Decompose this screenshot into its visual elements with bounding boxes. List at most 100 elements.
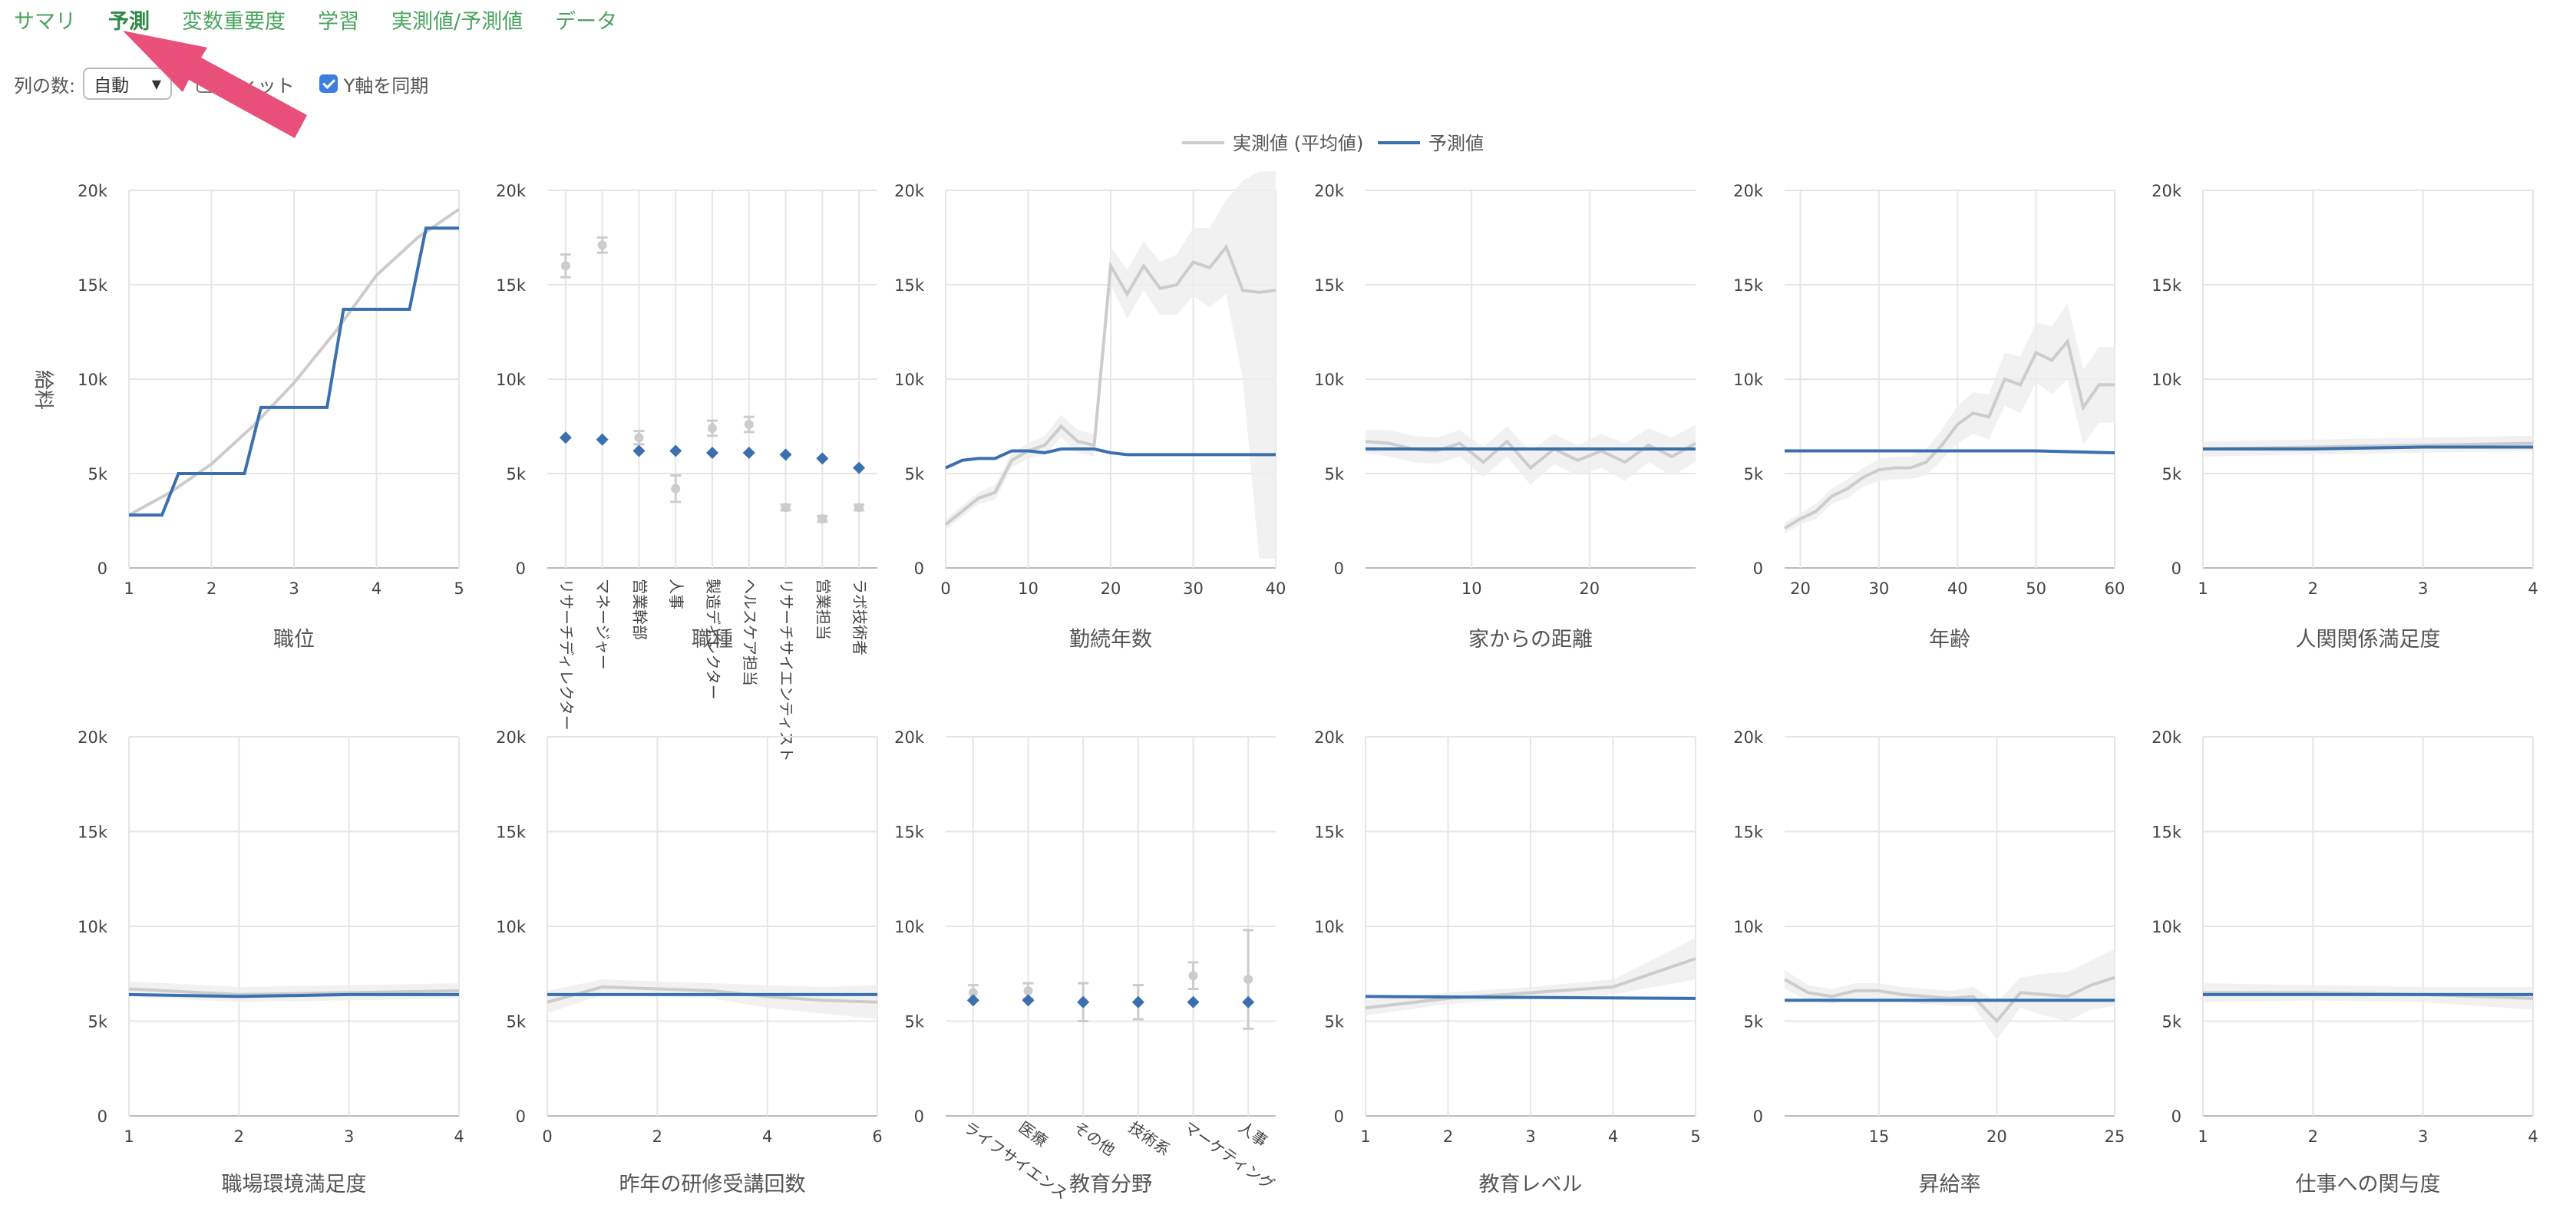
predicted-point (779, 448, 792, 461)
x-category-label: 製造ディレクター (704, 579, 722, 700)
x-category-label: 医療 (1016, 1117, 1052, 1150)
sync-y-toggle[interactable]: Y軸を同期 (319, 71, 428, 97)
y-tick-label: 0 (1753, 559, 1763, 578)
y-tick-label: 15k (894, 276, 925, 295)
y-tick-label: 0 (97, 1107, 107, 1126)
y-tick-label: 10k (894, 371, 925, 389)
actual-line (1784, 975, 2115, 1024)
actual-point (634, 433, 644, 443)
x-category-label: リサーチディレクター (557, 579, 576, 731)
predicted-line (945, 447, 1276, 470)
tab-actual-vs-predicted[interactable]: 実測値/予測値 (391, 9, 523, 34)
x-tick-label: 10 (1018, 579, 1039, 598)
x-tick-label: 40 (1947, 579, 1968, 598)
y-tick-label: 15k (1733, 823, 1764, 842)
y-tick-label: 20k (1733, 182, 1764, 200)
y-tick-label: 0 (1753, 1107, 1763, 1126)
x-tick-label: 4 (762, 1127, 772, 1146)
x-category-label: その他 (1070, 1117, 1118, 1159)
y-tick-label: 10k (496, 918, 527, 936)
y-tick-label: 10k (2152, 371, 2182, 389)
tab-variable-importance[interactable]: 変数重要度 (182, 9, 286, 34)
x-category-label: マネージャー (594, 579, 613, 670)
predicted-line (2203, 445, 2533, 451)
x-axis-label: 昨年の研修受講回数 (619, 1173, 806, 1196)
y-tick-label: 0 (914, 1107, 924, 1126)
predicted-line (1785, 449, 2115, 454)
x-axis-label: 年齢 (1929, 628, 1970, 652)
y-tick-label: 10k (78, 371, 108, 389)
x-category-label: 人事 (1235, 1117, 1271, 1150)
x-tick-label: 4 (454, 1127, 464, 1146)
chart-panel-10: 0 5k 10k 15k 20k 教育レベル 1 2 3 4 5 (1314, 728, 1701, 1196)
y-tick-label: 0 (516, 559, 526, 578)
predicted-line (1365, 995, 1696, 1000)
predicted-point (1131, 995, 1144, 1008)
tab-learning[interactable]: 学習 (318, 9, 359, 34)
y-tick-label: 0 (2171, 1107, 2181, 1126)
x-tick-label: 1 (2198, 579, 2208, 598)
y-tick-label: 20k (1314, 182, 1345, 200)
y-tick-label: 10k (1314, 371, 1345, 389)
chart-panel-12: 0 5k 10k 15k 20k 仕事への関与度 1 2 3 4 (2152, 728, 2538, 1196)
x-tick-label: 3 (289, 579, 299, 598)
y-tick-label: 5k (2162, 1013, 2181, 1031)
actual-line (128, 207, 461, 517)
y-tick-label: 20k (894, 728, 925, 747)
x-tick-label: 0 (542, 1127, 552, 1146)
actual-point (560, 261, 570, 271)
y-tick-label: 0 (1334, 1107, 1344, 1126)
predicted-point (853, 461, 866, 474)
predicted-point (816, 452, 829, 465)
x-tick-label: 40 (1266, 579, 1286, 598)
y-tick-label: 5k (88, 1013, 107, 1031)
x-tick-label: 20 (1986, 1127, 2007, 1146)
y-tick-label: 20k (78, 728, 108, 747)
x-category-label: 営業担当 (814, 579, 832, 640)
confidence-band (1785, 949, 2115, 1041)
actual-point (1023, 985, 1033, 995)
actual-point (671, 484, 681, 493)
predicted-point (1242, 995, 1255, 1008)
actual-point (597, 240, 607, 250)
x-category-label: 人事 (667, 579, 685, 609)
chart-panel-5: 0 5k 10k 15k 20k 年齢 20 30 40 50 60 (1733, 182, 2125, 652)
y-tick-label: 20k (496, 728, 527, 747)
confidence-band (2203, 983, 2533, 1010)
y-tick-label: 5k (506, 1013, 526, 1031)
sync-y-checkbox[interactable] (319, 74, 338, 93)
chart-panel-6: 0 5k 10k 15k 20k 人関関係満足度 1 2 3 4 (2152, 182, 2538, 652)
y-tick-label: 15k (1314, 276, 1345, 295)
tab-data[interactable]: データ (555, 9, 618, 34)
x-tick-label: 5 (1690, 1127, 1700, 1146)
actual-point (1243, 975, 1253, 985)
chart-panel-11: 0 5k 10k 15k 20k 昇給率 15 20 25 (1733, 728, 2125, 1196)
chart-panel-3: 0 5k 10k 15k 20k 勤続年数 0 10 20 30 40 (894, 171, 1286, 652)
actual-line (1783, 338, 2115, 530)
actual-point (781, 503, 791, 513)
x-axis-label: 仕事への関与度 (2296, 1173, 2441, 1196)
chart-panel-8: 0 5k 10k 15k 20k 昨年の研修受講回数 0 2 4 6 (496, 728, 883, 1196)
x-tick-label: 4 (2528, 1127, 2538, 1146)
x-tick-label: 20 (1579, 579, 1600, 598)
x-tick-label: 20 (1790, 579, 1811, 598)
x-axis-label: 人関関係満足度 (2296, 628, 2441, 652)
x-tick-label: 2 (1443, 1127, 1453, 1146)
x-tick-label: 10 (1461, 579, 1482, 598)
y-tick-label: 0 (516, 1107, 526, 1126)
y-tick-label: 15k (2152, 276, 2182, 295)
y-axis-label: 給料 (31, 370, 54, 410)
legend-actual-label: 実測値 (平均値) (1233, 133, 1363, 154)
tab-prediction[interactable]: 予測 (108, 9, 150, 34)
y-tick-label: 5k (904, 1013, 924, 1031)
x-tick-label: 1 (2198, 1127, 2208, 1146)
x-tick-label: 4 (2528, 579, 2538, 598)
y-tick-label: 10k (1733, 918, 1764, 936)
predicted-point (742, 446, 755, 459)
y-tick-label: 10k (496, 371, 527, 389)
y-tick-label: 15k (1733, 276, 1764, 295)
actual-point (817, 514, 827, 524)
tab-summary[interactable]: サマリ (14, 9, 76, 34)
